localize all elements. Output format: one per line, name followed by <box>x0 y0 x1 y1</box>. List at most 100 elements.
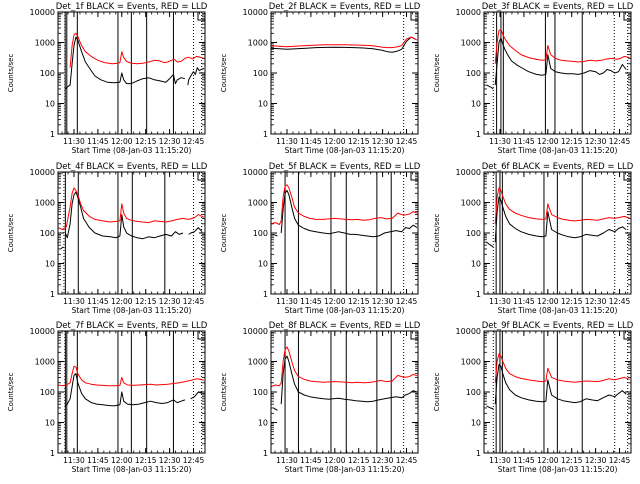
y-tick-label: 1000 <box>248 39 268 48</box>
y-tick-label: 1 <box>263 130 268 139</box>
x-tick-label: 11:30 <box>63 456 85 465</box>
series-events-line <box>486 405 494 410</box>
x-tick-label: 12:45 <box>183 297 205 306</box>
panel-plot-area <box>58 331 205 453</box>
y-tick-label: 10 <box>45 419 55 428</box>
x-axis-label: Start Time (08-Jan-03 11:15:20) <box>285 306 405 315</box>
y-axis-label: Counts/sec <box>220 373 228 412</box>
x-tick-label: 11:45 <box>513 137 535 146</box>
panel-1: Det_1f BLACK = Events, RED = LLD Counts/s… <box>7 2 208 155</box>
y-tick-label: 10 <box>258 260 268 269</box>
panel-frame <box>483 11 632 135</box>
panel-plot-area <box>271 12 418 134</box>
panel-title: Det_7f BLACK = Events, RED = LLD <box>56 321 208 331</box>
panel-title: Det_9f BLACK = Events, RED = LLD <box>482 321 634 331</box>
x-tick-label: 12:30 <box>585 297 607 306</box>
y-axis-label: Counts/sec <box>433 54 441 93</box>
panel-title: Det_1f BLACK = Events, RED = LLD <box>56 2 208 12</box>
panel-frame <box>270 330 419 454</box>
x-axis-label: Start Time (08-Jan-03 11:15:20) <box>498 306 618 315</box>
y-tick-label: 10 <box>258 419 268 428</box>
series-events-line <box>280 355 418 405</box>
series-events-line <box>494 364 627 405</box>
y-tick-label: 100 <box>40 388 55 397</box>
corner-marker <box>197 331 205 340</box>
x-tick-label: 11:30 <box>63 297 85 306</box>
series-lld-line <box>58 187 205 230</box>
x-tick-label: 12:45 <box>183 137 205 146</box>
x-tick-label: 12:45 <box>396 297 418 306</box>
x-tick-label: 12:30 <box>159 137 181 146</box>
y-tick-label: 10 <box>45 260 55 269</box>
x-tick-label: 11:45 <box>87 297 109 306</box>
x-tick-label: 12:00 <box>324 456 346 465</box>
series-lld-line <box>69 32 205 68</box>
x-tick-label: 12:45 <box>396 456 418 465</box>
y-tick-label: 100 <box>466 229 481 238</box>
series-events-line <box>273 407 278 411</box>
panel-7: Det_7f BLACK = Events, RED = LLD Counts/s… <box>7 321 208 474</box>
y-tick-label: 1 <box>476 130 481 139</box>
y-tick-label: 10000 <box>30 168 55 177</box>
x-tick-label: 12:00 <box>537 456 559 465</box>
x-axis-label: Start Time (08-Jan-03 11:15:20) <box>498 465 618 474</box>
x-tick-label: 12:30 <box>585 137 607 146</box>
series-events-line <box>190 391 203 400</box>
y-tick-label: 10000 <box>456 168 481 177</box>
x-tick-label: 11:45 <box>513 456 535 465</box>
panel-plot-area <box>58 172 205 294</box>
y-tick-label: 10000 <box>243 168 268 177</box>
y-tick-label: 1 <box>476 290 481 299</box>
x-tick-label: 12:30 <box>372 137 394 146</box>
x-tick-label: 12:45 <box>609 456 631 465</box>
series-lld-line <box>271 36 418 49</box>
x-tick-label: 12:15 <box>348 137 370 146</box>
series-events-line <box>271 36 416 53</box>
x-tick-label: 11:45 <box>513 297 535 306</box>
series-lld-line <box>271 346 418 388</box>
panel-title: Det_4f BLACK = Events, RED = LLD <box>56 162 208 172</box>
x-tick-label: 11:30 <box>276 297 298 306</box>
x-axis-label: Start Time (08-Jan-03 11:15:20) <box>285 465 405 474</box>
corner-marker <box>197 12 205 21</box>
x-axis-label: Start Time (08-Jan-03 11:15:20) <box>498 146 618 155</box>
corner-marker <box>623 172 631 181</box>
y-tick-label: 1000 <box>35 199 55 208</box>
y-tick-label: 1000 <box>248 358 268 367</box>
panel-frame <box>270 11 419 135</box>
series-lld-line <box>58 365 205 387</box>
panel-plot-area <box>64 12 205 134</box>
panel-3: Det_3f BLACK = Events, RED = LLD Counts/s… <box>433 2 634 155</box>
panel-title: Det_3f BLACK = Events, RED = LLD <box>482 2 634 12</box>
y-tick-label: 100 <box>40 229 55 238</box>
panel-title: Det_2f BLACK = Events, RED = LLD <box>269 2 421 12</box>
y-tick-label: 10000 <box>456 327 481 336</box>
y-tick-label: 10000 <box>30 8 55 17</box>
x-tick-label: 12:00 <box>537 297 559 306</box>
x-tick-label: 12:30 <box>372 456 394 465</box>
corner-marker <box>410 172 418 181</box>
x-tick-label: 12:30 <box>159 456 181 465</box>
x-tick-label: 12:45 <box>609 137 631 146</box>
panel-title: Det_8f BLACK = Events, RED = LLD <box>269 321 421 331</box>
series-events-line <box>65 373 186 407</box>
x-tick-label: 12:00 <box>324 137 346 146</box>
y-tick-label: 1 <box>263 449 268 458</box>
x-tick-label: 12:15 <box>348 456 370 465</box>
x-tick-label: 11:45 <box>300 297 322 306</box>
x-axis-label: Start Time (08-Jan-03 11:15:20) <box>285 146 405 155</box>
y-tick-label: 100 <box>466 69 481 78</box>
y-tick-label: 1000 <box>461 39 481 48</box>
panel-plot-area <box>486 12 631 134</box>
x-tick-label: 12:15 <box>135 297 157 306</box>
corner-marker <box>197 172 205 181</box>
panel-title: Det_6f BLACK = Events, RED = LLD <box>482 162 634 172</box>
x-tick-label: 12:00 <box>537 137 559 146</box>
y-tick-label: 10000 <box>243 8 268 17</box>
y-tick-label: 1000 <box>461 358 481 367</box>
panel-frame <box>57 171 206 295</box>
panel-5: Det_5f BLACK = Events, RED = LLD Counts/s… <box>220 162 421 315</box>
y-tick-label: 1 <box>50 130 55 139</box>
